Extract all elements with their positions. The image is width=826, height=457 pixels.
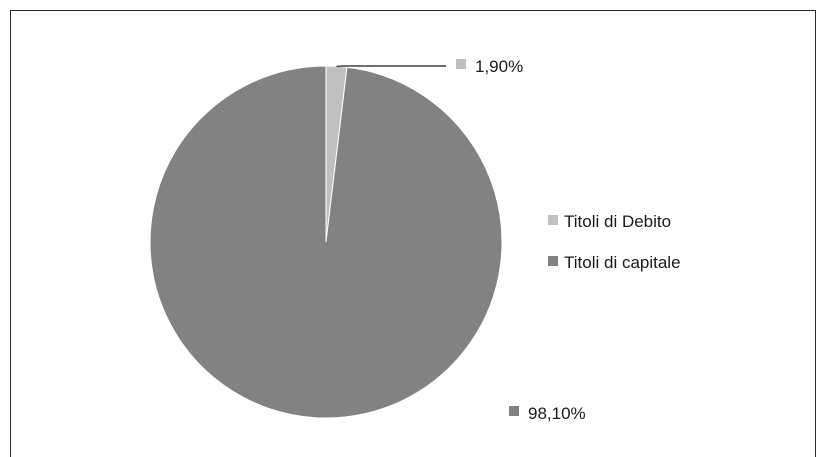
data-label-titoli-di-capitale: 98,10% <box>528 404 586 423</box>
legend-entry-titoli-di-capitale: Titoli di capitale <box>564 253 681 272</box>
legend: Titoli di Debito Titoli di capitale <box>548 212 681 272</box>
legend-entry-titoli-di-debito: Titoli di Debito <box>564 212 671 231</box>
legend-key-titoli-di-capitale <box>548 256 558 266</box>
pie-slice-titoli-di-capitale <box>149 65 503 419</box>
chart-frame <box>10 10 816 457</box>
data-label-key-titoli-di-capitale <box>509 406 519 416</box>
data-label-key-titoli-di-debito <box>456 59 466 69</box>
data-label-titoli-di-debito: 1,90% <box>475 57 523 76</box>
legend-key-titoli-di-debito <box>548 215 558 225</box>
